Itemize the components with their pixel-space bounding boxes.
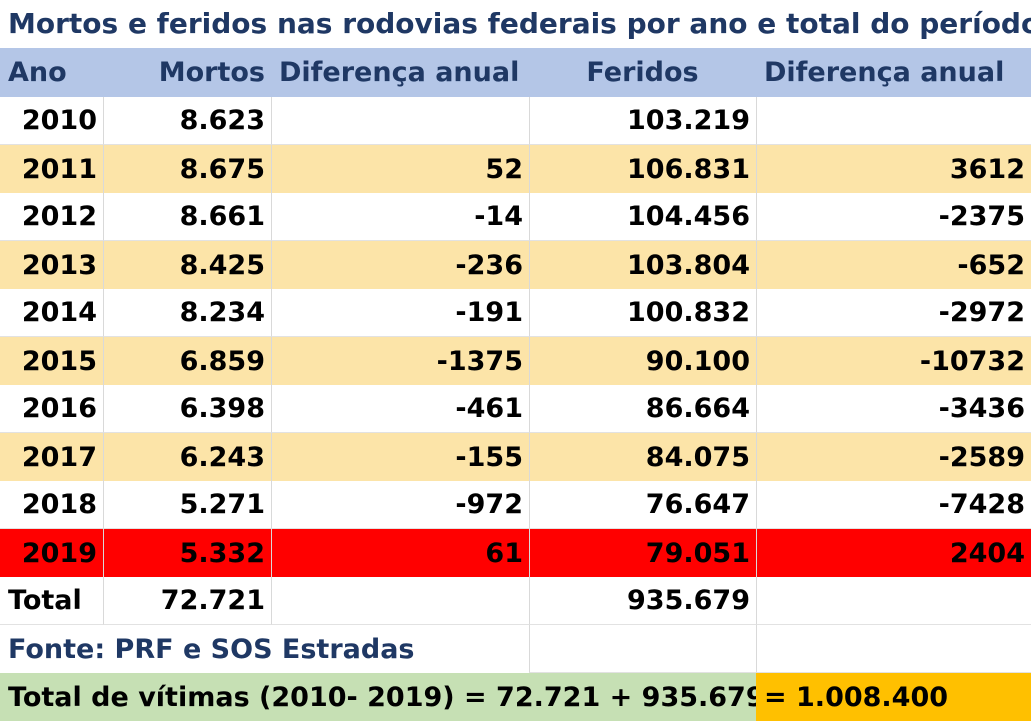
header-ano: Ano	[8, 57, 67, 88]
header-mortos: Mortos	[158, 57, 265, 88]
table-row: 2016 6.398 -461 86.664 -3436	[0, 385, 1031, 433]
cell-diferenca-feridos: -2972	[756, 289, 1031, 337]
header-feridos: Feridos	[586, 57, 699, 88]
cell-mortos: 6.398	[103, 385, 271, 433]
total-empty-diff-2	[756, 577, 1031, 625]
cell-diferenca-mortos	[271, 97, 529, 145]
cell-mortos: 8.623	[103, 97, 271, 145]
table-row: 2019 5.332 61 79.051 2404	[0, 529, 1031, 577]
cell-feridos: 103.804	[529, 241, 756, 289]
total-feridos: 935.679	[529, 577, 756, 625]
header-diferenca-feridos: Diferença anual	[764, 57, 1005, 88]
header-row: Ano Mortos Diferença anual Feridos Difer…	[0, 48, 1031, 97]
cell-feridos: 100.832	[529, 289, 756, 337]
table-row: 2010 8.623 103.219	[0, 97, 1031, 145]
cell-mortos: 8.661	[103, 193, 271, 241]
cell-ano: 2014	[0, 289, 103, 337]
cell-feridos: 104.456	[529, 193, 756, 241]
cell-ano: 2013	[21, 249, 97, 281]
cell-diferenca-mortos: -972	[271, 481, 529, 529]
cell-ano: 2015	[21, 345, 97, 377]
cell-ano: 2017	[21, 441, 97, 473]
cell-feridos: 103.219	[529, 97, 756, 145]
cell-ano: 2011	[21, 153, 97, 185]
cell-mortos: 8.425	[103, 241, 271, 289]
cell-feridos: 90.100	[529, 337, 756, 385]
cell-diferenca-mortos: 61	[271, 529, 529, 577]
cell-feridos: 79.051	[529, 529, 756, 577]
cell-diferenca-mortos: -155	[271, 433, 529, 481]
header-diferenca-mortos: Diferença anual	[279, 57, 520, 88]
cell-diferenca-mortos: -14	[271, 193, 529, 241]
cell-diferenca-feridos: -3436	[756, 385, 1031, 433]
cell-ano: 2018	[0, 481, 103, 529]
cell-diferenca-mortos: -191	[271, 289, 529, 337]
table-row: 2011 8.675 52 106.831 3612	[0, 145, 1031, 193]
cell-feridos: 84.075	[529, 433, 756, 481]
cell-feridos: 106.831	[529, 145, 756, 193]
source-empty-2	[756, 625, 1031, 673]
cell-mortos: 5.271	[103, 481, 271, 529]
summary-formula: Total de vítimas (2010- 2019) = 72.721 +…	[0, 673, 756, 721]
cell-mortos: 6.243	[103, 433, 271, 481]
cell-feridos: 76.647	[529, 481, 756, 529]
cell-diferenca-mortos: -461	[271, 385, 529, 433]
total-label: Total	[0, 577, 103, 625]
summary-row: Total de vítimas (2010- 2019) = 72.721 +…	[0, 673, 1031, 721]
cell-ano: 2019	[21, 537, 97, 569]
table-row: 2013 8.425 -236 103.804 -652	[0, 241, 1031, 289]
cell-ano: 2010	[0, 97, 103, 145]
cell-diferenca-feridos: 2404	[756, 529, 1031, 577]
cell-diferenca-mortos: -236	[271, 241, 529, 289]
table-row: 2012 8.661 -14 104.456 -2375	[0, 193, 1031, 241]
table-row: 2018 5.271 -972 76.647 -7428	[0, 481, 1031, 529]
cell-mortos: 8.234	[103, 289, 271, 337]
title-row: Mortos e feridos nas rodovias federais p…	[0, 0, 1031, 48]
cell-diferenca-feridos: -10732	[756, 337, 1031, 385]
total-mortos: 72.721	[103, 577, 271, 625]
cell-diferenca-mortos: 52	[271, 145, 529, 193]
table-row: 2017 6.243 -155 84.075 -2589	[0, 433, 1031, 481]
cell-feridos: 86.664	[529, 385, 756, 433]
source-row: Fonte: PRF e SOS Estradas	[0, 625, 1031, 673]
cell-diferenca-feridos: -2375	[756, 193, 1031, 241]
summary-total: = 1.008.400	[756, 673, 1031, 721]
cell-mortos: 8.675	[103, 145, 271, 193]
table-row: 2014 8.234 -191 100.832 -2972	[0, 289, 1031, 337]
source-empty-1	[529, 625, 756, 673]
table-row: 2015 6.859 -1375 90.100 -10732	[0, 337, 1031, 385]
total-row: Total 72.721 935.679	[0, 577, 1031, 625]
table-title: Mortos e feridos nas rodovias federais p…	[8, 7, 1031, 40]
cell-diferenca-feridos: -652	[756, 241, 1031, 289]
cell-diferenca-feridos: -7428	[756, 481, 1031, 529]
cell-mortos: 6.859	[103, 337, 271, 385]
source-note: Fonte: PRF e SOS Estradas	[8, 633, 415, 665]
cell-mortos: 5.332	[103, 529, 271, 577]
total-empty-diff	[271, 577, 529, 625]
cell-diferenca-feridos	[756, 97, 1031, 145]
cell-diferenca-mortos: -1375	[271, 337, 529, 385]
cell-ano: 2016	[0, 385, 103, 433]
cell-diferenca-feridos: 3612	[756, 145, 1031, 193]
cell-ano: 2012	[0, 193, 103, 241]
cell-diferenca-feridos: -2589	[756, 433, 1031, 481]
